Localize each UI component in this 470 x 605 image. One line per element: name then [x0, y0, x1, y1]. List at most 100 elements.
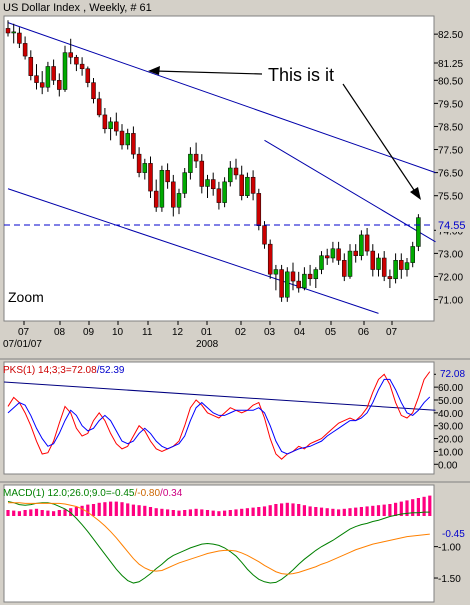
pks-series-line — [7, 371, 431, 460]
candle-body — [313, 269, 319, 280]
histogram-bar — [302, 505, 306, 516]
histogram-bar — [217, 511, 221, 516]
date-start-label: 07/01/07 — [3, 339, 42, 350]
y-tick-label: 78.50 — [438, 122, 463, 133]
histogram-bar — [6, 510, 10, 516]
histogram-bar — [240, 508, 244, 516]
histogram-bar — [114, 501, 118, 516]
candle-body — [91, 82, 96, 100]
y-tick-label: 79.50 — [438, 99, 463, 110]
candle-body — [85, 68, 91, 83]
y-tick-label: 75.50 — [438, 192, 463, 203]
y-tick-label: -1.50 — [438, 574, 461, 585]
candle-body — [387, 276, 393, 280]
y-tick-label: 77.50 — [438, 146, 463, 157]
trendline — [7, 188, 379, 314]
histogram-bar — [69, 508, 73, 516]
histogram-bar — [257, 507, 261, 516]
x-tick-label: 01 — [201, 327, 213, 338]
candle-body — [233, 167, 239, 176]
candle-body — [68, 52, 73, 58]
macd-plot-area[interactable] — [3, 484, 435, 603]
candle-body — [108, 121, 113, 130]
histogram-bar — [109, 501, 113, 516]
histogram-bar — [177, 510, 181, 516]
main-plot-area[interactable] — [3, 15, 435, 322]
year-label: 2008 — [196, 339, 219, 350]
candle-body — [17, 32, 22, 44]
x-tick-label: 08 — [54, 327, 66, 338]
pks-series — [3, 371, 436, 460]
histogram-bar — [183, 510, 187, 516]
x-tick-label: 04 — [294, 327, 306, 338]
histogram-bar — [359, 507, 363, 516]
x-tick-label: 07 — [18, 327, 30, 338]
histogram-bar — [74, 507, 78, 516]
main-x-axis: 07 08 09 10 11 12 01 02 03 04 05 06 07 — [4, 320, 434, 338]
candle-body — [79, 63, 85, 70]
candle-body — [28, 56, 34, 76]
macd-value-label: -0.45 — [442, 529, 465, 540]
histogram-bar — [422, 496, 426, 516]
y-tick-label: 76.50 — [438, 169, 463, 180]
histogram-bar — [103, 502, 107, 516]
y-tick-label: -1.00 — [438, 543, 461, 554]
y-tick-label: 0.00 — [438, 460, 458, 471]
histogram-bar — [331, 508, 335, 516]
zoom-label[interactable]: Zoom — [8, 289, 44, 305]
candle-body — [376, 257, 381, 270]
histogram-bar — [23, 510, 27, 516]
pks-value-label: 72.08 — [440, 369, 465, 380]
histogram-bar — [394, 502, 398, 516]
macd-value-badge — [436, 527, 470, 539]
histogram-bar — [234, 509, 238, 516]
candle-body — [136, 153, 142, 173]
histogram-bar — [80, 505, 84, 516]
candle-body — [96, 98, 102, 116]
arrowhead-icon — [148, 66, 160, 75]
histogram-bar — [97, 502, 101, 516]
histogram-bar — [382, 504, 386, 516]
x-tick-label: 02 — [235, 327, 247, 338]
candle-body — [34, 75, 39, 83]
histogram-bar — [188, 509, 192, 516]
histogram-bar — [148, 507, 153, 516]
candle-body — [324, 255, 330, 259]
x-tick-label: 09 — [83, 327, 95, 338]
y-tick-label: 80.50 — [438, 76, 463, 87]
histogram-bar — [251, 507, 255, 516]
candle-body — [114, 121, 119, 132]
x-tick-label: 07 — [386, 327, 398, 338]
y-tick-label: 73.00 — [438, 249, 463, 260]
histogram-bar — [285, 502, 289, 516]
histogram-bar — [245, 508, 249, 516]
candle-body — [102, 114, 108, 130]
histogram-bar — [91, 504, 96, 516]
candle-body — [210, 179, 216, 190]
candle-body — [119, 130, 125, 146]
candle-body — [262, 225, 267, 245]
histogram-bar — [405, 500, 409, 516]
candle-body — [302, 273, 307, 289]
candle-body — [176, 193, 182, 208]
histogram-bar — [57, 510, 61, 516]
candle-body — [330, 248, 336, 259]
current-price-badge — [436, 218, 470, 232]
histogram-bar — [399, 501, 403, 516]
histogram-bar — [86, 504, 90, 516]
histogram-bar — [376, 505, 381, 516]
candle-body — [228, 167, 233, 183]
histogram-bar — [52, 511, 56, 516]
y-tick-label: 81.25 — [438, 59, 463, 70]
candle-body — [165, 170, 170, 183]
histogram-bar — [314, 507, 318, 516]
candle-body — [205, 179, 210, 187]
candle-body — [393, 260, 398, 280]
histogram-bar — [34, 508, 39, 516]
histogram-bar — [411, 499, 415, 516]
candle-body — [359, 234, 364, 256]
candle-body — [148, 163, 153, 192]
candle-body — [250, 176, 256, 194]
x-tick-label: 11 — [142, 327, 153, 338]
